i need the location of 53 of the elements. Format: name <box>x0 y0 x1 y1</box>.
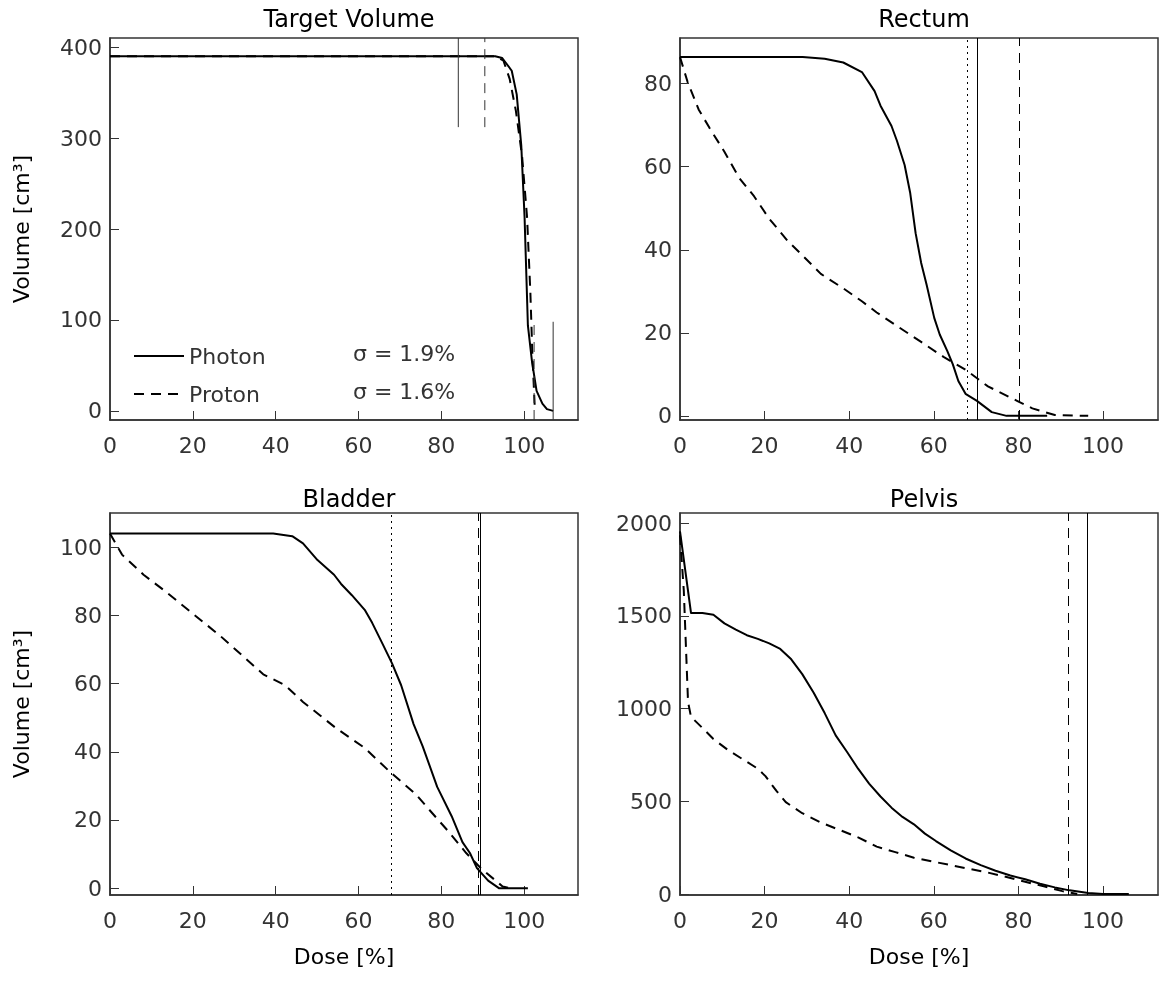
y-tick-label: 0 <box>658 881 672 907</box>
x-tick-label: 80 <box>1004 907 1033 933</box>
y-tick-label: 200 <box>60 216 102 242</box>
x-axis-title: Dose [%] <box>868 943 970 969</box>
y-tick-label: 400 <box>60 34 102 60</box>
annotation: σ = 1.9% <box>353 340 456 366</box>
x-tick-label: 60 <box>919 907 948 933</box>
y-tick-label: 0 <box>658 403 672 429</box>
x-tick-label: 80 <box>427 432 456 458</box>
y-tick-label: 60 <box>644 154 672 180</box>
x-tick-label: 20 <box>178 907 207 933</box>
y-tick-label: 80 <box>644 71 672 97</box>
x-tick-label: 80 <box>427 907 456 933</box>
x-tick-label: 100 <box>503 907 546 933</box>
legend-label: Photon <box>189 343 266 369</box>
x-tick-label: 20 <box>750 432 779 458</box>
y-tick-label: 20 <box>74 807 102 833</box>
x-tick-label: 40 <box>261 907 290 933</box>
y-tick-label: 100 <box>60 307 102 333</box>
legend-label: Proton <box>189 381 260 407</box>
y-tick-label: 40 <box>644 237 672 263</box>
chart-title: Bladder <box>302 485 396 513</box>
y-tick-label: 40 <box>74 739 102 765</box>
y-tick-label: 2000 <box>616 510 672 536</box>
y-tick-label: 0 <box>88 398 102 424</box>
y-tick-label: 1500 <box>616 603 672 629</box>
x-tick-label: 40 <box>835 432 864 458</box>
y-tick-label: 500 <box>630 788 672 814</box>
x-tick-label: 60 <box>344 907 373 933</box>
y-tick-label: 0 <box>88 875 102 901</box>
x-tick-label: 20 <box>178 432 207 458</box>
x-tick-label: 20 <box>750 907 779 933</box>
x-tick-label: 100 <box>503 432 546 458</box>
x-tick-label: 60 <box>344 432 373 458</box>
y-tick-label: 60 <box>74 671 102 697</box>
chart-title: Rectum <box>878 5 970 33</box>
chart-title: Pelvis <box>889 485 959 513</box>
x-tick-label: 60 <box>919 432 948 458</box>
x-tick-label: 100 <box>1082 907 1125 933</box>
x-tick-label: 80 <box>1004 432 1033 458</box>
annotation: σ = 1.6% <box>353 378 456 404</box>
chart-title: Target Volume <box>262 5 435 33</box>
x-tick-label: 40 <box>835 907 864 933</box>
y-tick-label: 100 <box>60 534 102 560</box>
y-tick-label: 20 <box>644 320 672 346</box>
y-tick-label: 80 <box>74 602 102 628</box>
y-axis-title: Volume [cm³] <box>8 154 34 304</box>
y-tick-label: 1000 <box>616 696 672 722</box>
y-tick-label: 300 <box>60 125 102 151</box>
y-axis-title: Volume [cm³] <box>8 629 34 779</box>
x-tick-label: 40 <box>261 432 290 458</box>
x-axis-title: Dose [%] <box>293 943 395 969</box>
x-tick-label: 100 <box>1082 432 1125 458</box>
